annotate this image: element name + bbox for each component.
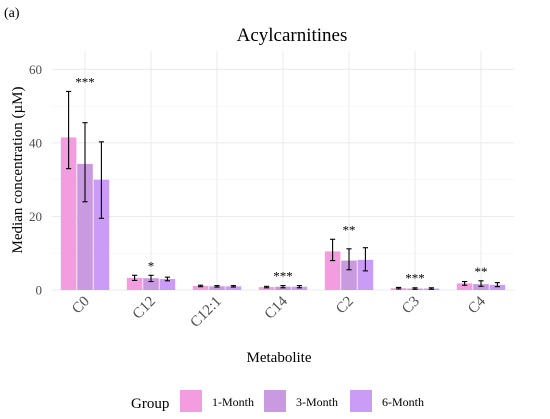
x-axis-title: Metabolite xyxy=(247,350,312,366)
y-axis-ticks: 0 20 40 60 xyxy=(29,62,42,298)
significance-markers: ************ ** xyxy=(75,74,487,285)
bars xyxy=(60,137,506,290)
y-tick-label: 40 xyxy=(29,135,42,150)
legend-label: 3-Month xyxy=(296,395,338,409)
x-tick-label: C12:1 xyxy=(188,294,225,331)
legend-label: 1-Month xyxy=(212,395,254,409)
panel-label: (a) xyxy=(4,6,20,21)
legend-label: 6-Month xyxy=(382,395,424,409)
y-axis-title: Median concentration (µM) xyxy=(10,87,26,254)
y-tick-label: 20 xyxy=(29,209,42,224)
bar-1-month-c4 xyxy=(456,283,473,290)
x-tick-label: C12 xyxy=(130,294,159,323)
legend-title: Group xyxy=(131,396,169,412)
legend-swatch-1-month xyxy=(180,390,202,412)
bar-1-month-c2 xyxy=(324,251,341,290)
significance-marker: ** xyxy=(343,222,356,237)
legend: Group 1-Month 3-Month 6-Month xyxy=(131,390,424,412)
significance-marker: * xyxy=(148,258,155,273)
bar-6-month-c12 xyxy=(159,278,176,290)
x-axis-ticks: C0 C12 C12:1 C14 C2 C3 C4 xyxy=(69,293,489,331)
x-tick-label: C14 xyxy=(262,293,291,322)
x-tick-label: C0 xyxy=(69,294,93,318)
bar-3-month-c2 xyxy=(341,260,357,290)
bar-3-month-c12 xyxy=(143,278,159,290)
grid-lines xyxy=(52,51,514,291)
bar-1-month-c0 xyxy=(60,137,77,290)
bar-3-month-c12-1 xyxy=(209,286,225,290)
chart-title: Acylcarnitines xyxy=(237,25,348,46)
bar-6-month-c4 xyxy=(489,284,506,290)
y-tick-label: 0 xyxy=(36,283,43,298)
x-tick-label: C3 xyxy=(399,294,423,318)
x-tick-label: C2 xyxy=(333,294,357,318)
bar-6-month-c14 xyxy=(291,286,308,290)
legend-swatch-6-month xyxy=(350,390,372,412)
bar-3-month-c0 xyxy=(77,163,93,290)
x-tick-label: C4 xyxy=(465,293,489,317)
significance-marker: *** xyxy=(75,74,95,89)
bar-1-month-c14 xyxy=(258,287,275,290)
plot-area: ************ ** xyxy=(52,51,514,291)
bar-6-month-c12-1 xyxy=(225,286,242,290)
bar-3-month-c4 xyxy=(473,284,489,290)
bar-1-month-c12-1 xyxy=(192,285,209,290)
bar-1-month-c12 xyxy=(126,277,143,290)
y-tick-label: 60 xyxy=(29,62,42,77)
error-bars xyxy=(66,90,500,290)
bar-6-month-c0 xyxy=(93,179,110,290)
significance-marker: ** xyxy=(475,264,488,279)
legend-swatch-3-month xyxy=(264,390,286,412)
bar-6-month-c2 xyxy=(357,259,374,290)
significance-marker: *** xyxy=(405,270,425,285)
significance-marker: *** xyxy=(273,269,293,284)
bar-3-month-c14 xyxy=(275,286,291,290)
